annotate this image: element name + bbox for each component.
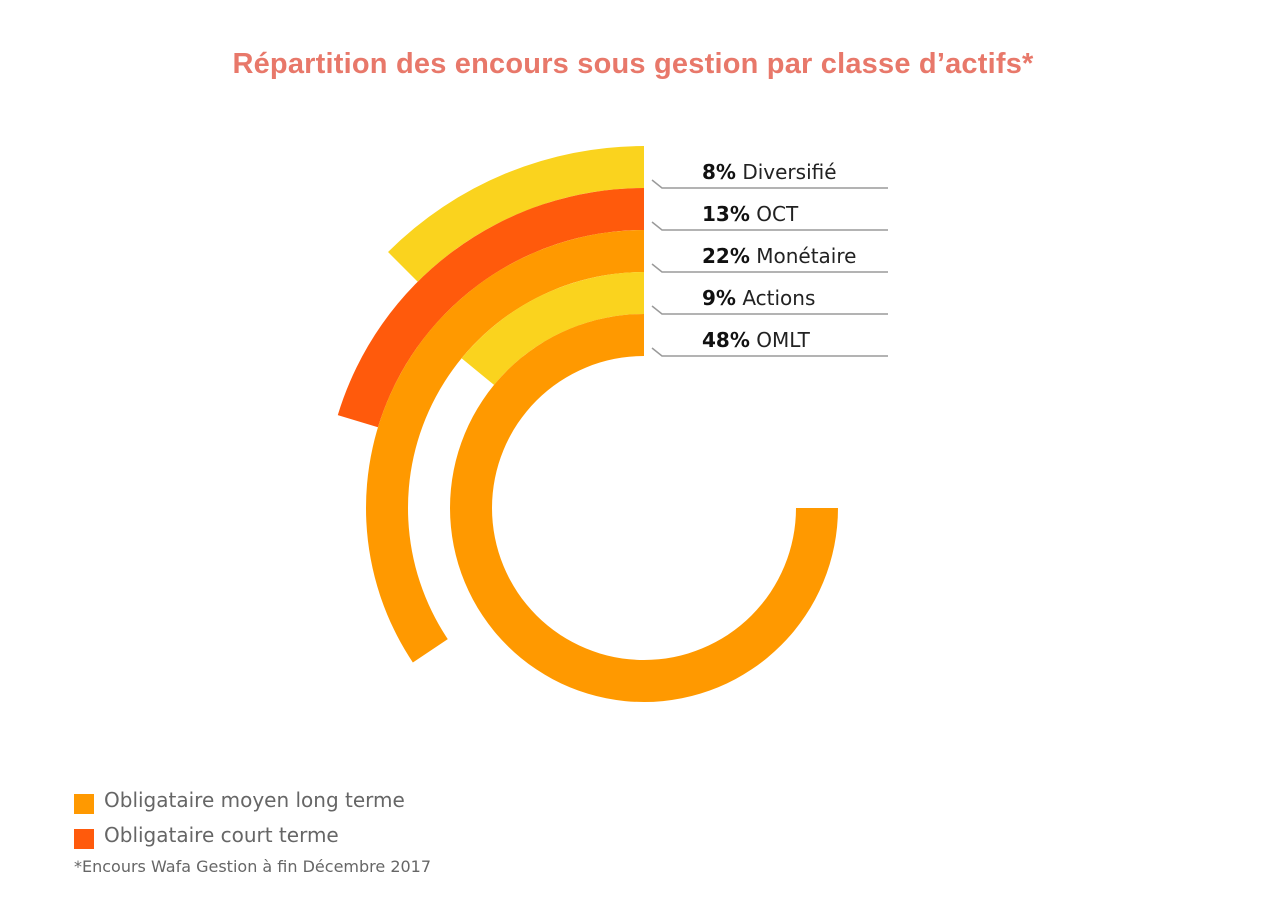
label-text: 48% OMLT bbox=[702, 328, 811, 352]
label-mon-taire: 22% Monétaire bbox=[651, 244, 888, 273]
label-name: Actions bbox=[736, 286, 815, 310]
label-name: Diversifié bbox=[736, 160, 837, 184]
leader-line bbox=[651, 179, 888, 189]
label-text: 8% Diversifié bbox=[702, 160, 837, 184]
arc-group bbox=[337, 146, 838, 702]
arc-mon-taire bbox=[366, 230, 644, 663]
label-percent: 8% bbox=[702, 160, 736, 184]
footnote: *Encours Wafa Gestion à fin Décembre 201… bbox=[74, 857, 432, 876]
label-name: OMLT bbox=[750, 328, 811, 352]
arc-omlt bbox=[450, 314, 838, 702]
label-omlt: 48% OMLT bbox=[651, 328, 888, 357]
leader-line bbox=[651, 347, 888, 357]
legend-swatch bbox=[74, 829, 94, 849]
label-name: Monétaire bbox=[750, 244, 857, 268]
label-name: OCT bbox=[750, 202, 799, 226]
arc-oct bbox=[337, 188, 644, 428]
label-text: 22% Monétaire bbox=[702, 244, 856, 268]
label-diversifi-: 8% Diversifié bbox=[651, 160, 888, 189]
legend-label: Obligataire court terme bbox=[104, 823, 339, 847]
label-oct: 13% OCT bbox=[651, 202, 888, 231]
label-percent: 13% bbox=[702, 202, 750, 226]
legend-label: Obligataire moyen long terme bbox=[104, 788, 405, 812]
label-percent: 48% bbox=[702, 328, 750, 352]
legend-swatch bbox=[74, 794, 94, 814]
chart-title: Répartition des encours sous gestion par… bbox=[232, 48, 1034, 80]
arc-diversifi- bbox=[388, 146, 644, 282]
leader-line bbox=[651, 305, 888, 315]
label-text: 13% OCT bbox=[702, 202, 799, 226]
label-text: 9% Actions bbox=[702, 286, 815, 310]
label-percent: 9% bbox=[702, 286, 736, 310]
leader-line bbox=[651, 221, 888, 231]
arc-actions bbox=[461, 272, 644, 385]
label-actions: 9% Actions bbox=[651, 286, 888, 315]
label-percent: 22% bbox=[702, 244, 750, 268]
leader-line bbox=[651, 263, 888, 273]
